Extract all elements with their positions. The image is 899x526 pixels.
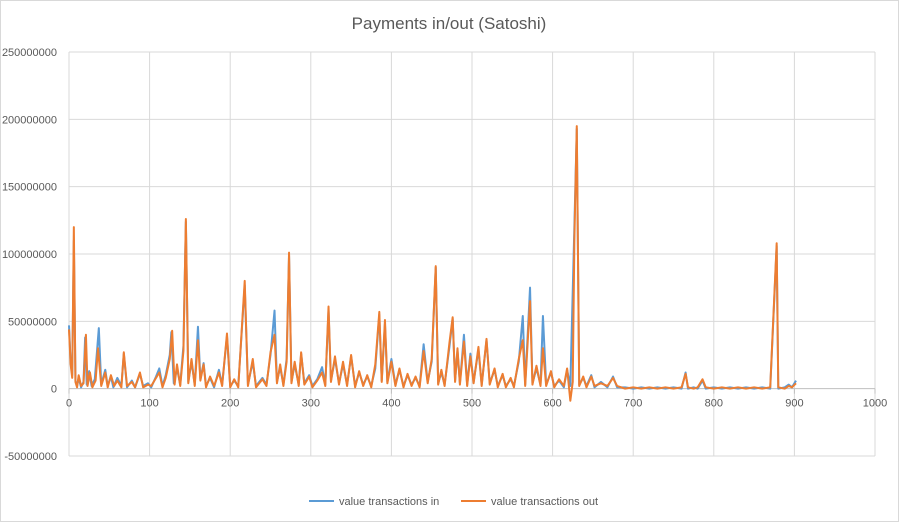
- series-line-out: [68, 125, 797, 402]
- y-tick-label: -50000000: [4, 451, 57, 463]
- y-tick-label: 200000000: [2, 114, 57, 126]
- x-tick-label: 300: [302, 398, 320, 410]
- y-tick-label: 0: [51, 384, 57, 396]
- x-tick-label: 700: [624, 398, 642, 410]
- chart-title: Payments in/out (Satoshi): [352, 14, 547, 33]
- x-tick-label: 500: [463, 398, 481, 410]
- y-tick-label: 250000000: [2, 47, 57, 59]
- legend-label: value transactions in: [339, 496, 439, 508]
- x-tick-label: 1000: [863, 398, 887, 410]
- x-tick-label: 800: [705, 398, 723, 410]
- x-tick-label: 200: [221, 398, 239, 410]
- legend: value transactions in value transactions …: [309, 496, 598, 508]
- series-lines: [68, 125, 797, 402]
- y-tick-label: 150000000: [2, 182, 57, 194]
- legend-label: value transactions out: [491, 496, 598, 508]
- x-tick-label: 400: [382, 398, 400, 410]
- grid: [68, 51, 876, 457]
- y-tick-label: 50000000: [8, 316, 57, 328]
- y-tick-label: 100000000: [2, 249, 57, 261]
- x-tick-label: 900: [785, 398, 803, 410]
- axes: -500000000500000001000000001500000002000…: [2, 47, 887, 463]
- x-tick-label: 600: [543, 398, 561, 410]
- x-tick-label: 100: [140, 398, 158, 410]
- x-tick-label: 0: [66, 398, 72, 410]
